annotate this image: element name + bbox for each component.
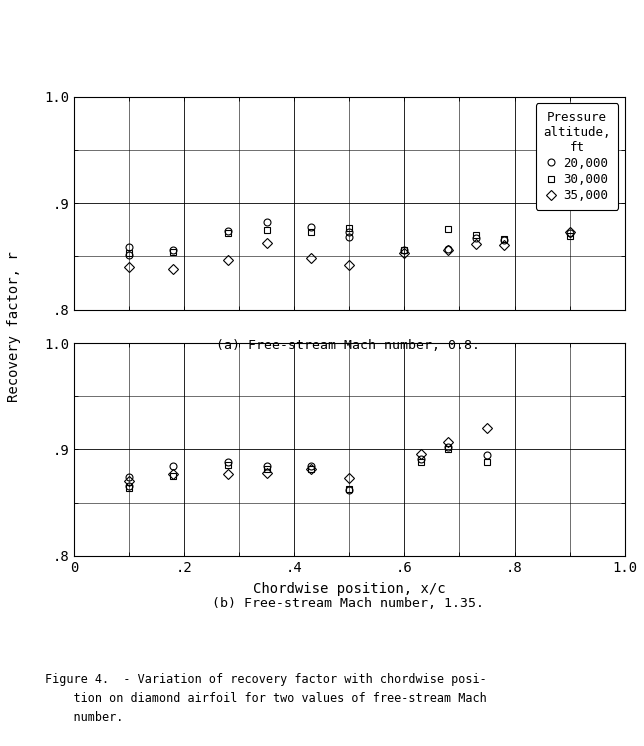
X-axis label: Chordwise position, x/c: Chordwise position, x/c [253, 582, 446, 595]
Text: (b) Free-stream Mach number, 1.35.: (b) Free-stream Mach number, 1.35. [212, 597, 484, 609]
Text: Figure 4.  - Variation of recovery factor with chordwise posi-: Figure 4. - Variation of recovery factor… [45, 674, 487, 686]
Text: number.: number. [45, 711, 124, 724]
Text: (a) Free-stream Mach number, 0.8.: (a) Free-stream Mach number, 0.8. [216, 339, 480, 352]
Legend: 20,000, 30,000, 35,000: 20,000, 30,000, 35,000 [536, 103, 618, 210]
Text: Recovery factor, r: Recovery factor, r [7, 251, 21, 402]
Text: tion on diamond airfoil for two values of free-stream Mach: tion on diamond airfoil for two values o… [45, 692, 487, 705]
